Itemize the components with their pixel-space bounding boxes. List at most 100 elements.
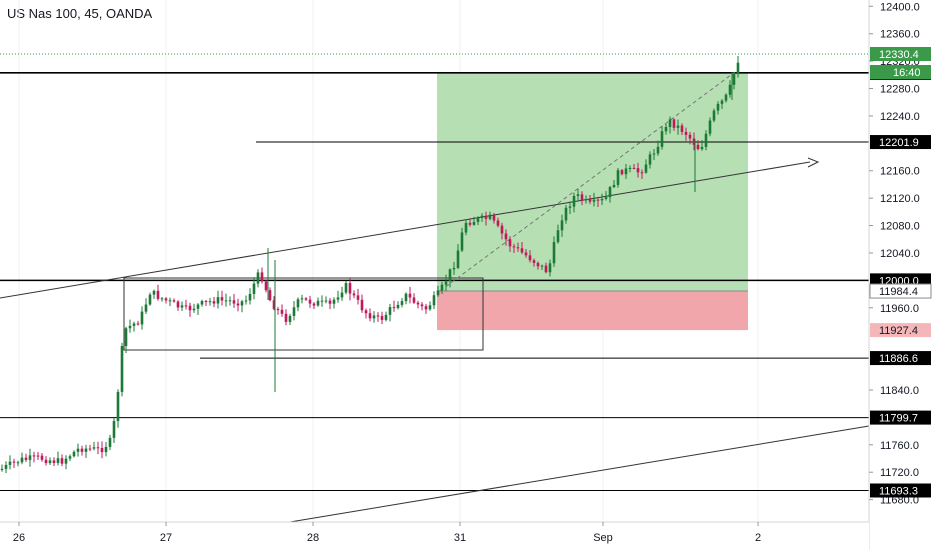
candle-body — [488, 214, 492, 219]
price-tick-label: 12360.0 — [880, 29, 920, 41]
candle-body — [492, 214, 496, 221]
candle-body — [180, 305, 184, 308]
candle-body — [504, 233, 508, 240]
candle-body — [88, 448, 92, 450]
price-label: 11927.4 — [879, 325, 918, 337]
candle-body — [728, 84, 732, 95]
candle-body — [236, 303, 240, 306]
range-box — [123, 277, 484, 351]
candle-body — [568, 206, 572, 208]
price-label: 12330.4 — [879, 49, 919, 61]
candle-body — [36, 455, 40, 457]
candle-body — [588, 199, 592, 202]
candle-body — [240, 301, 244, 306]
candle-body — [308, 299, 312, 304]
candle-body — [616, 170, 620, 185]
candle-body — [204, 300, 208, 302]
candle-body — [644, 164, 648, 173]
candle-body — [712, 110, 716, 121]
candle-body — [500, 225, 504, 234]
candle-body — [388, 307, 392, 315]
candle-body — [300, 298, 304, 300]
upper-trend-line — [0, 161, 811, 299]
candle-body — [400, 301, 404, 305]
candle-body — [684, 131, 688, 135]
candle-body — [124, 328, 128, 347]
candle-body — [520, 248, 524, 253]
price-tick-label: 11720.0 — [880, 467, 919, 479]
candle-body — [268, 290, 272, 301]
candle-body — [140, 311, 144, 325]
candle-body — [596, 199, 600, 201]
candle-body — [16, 462, 20, 464]
price-tick-label: 12280.0 — [880, 84, 920, 96]
price-label-box — [870, 47, 931, 61]
candle-body — [192, 308, 196, 311]
candle-body — [184, 305, 188, 307]
candle-body — [704, 133, 708, 147]
candle-body — [52, 460, 56, 463]
candle-body — [720, 100, 724, 104]
time-tick-label: Sep — [593, 532, 613, 544]
candle-body — [552, 242, 556, 264]
candle-body — [696, 144, 700, 150]
candle-body — [516, 247, 520, 249]
candle-body — [508, 239, 512, 247]
candle-body — [288, 315, 292, 322]
candle-body — [612, 184, 616, 188]
candle-body — [112, 421, 116, 438]
candle-body — [328, 300, 332, 304]
price-label-box — [870, 351, 931, 366]
candle-body — [152, 290, 156, 295]
candle-body — [116, 391, 120, 422]
candle-body — [656, 146, 660, 154]
candle-body — [212, 301, 216, 304]
candle-body — [444, 281, 448, 285]
candle-body — [484, 215, 488, 219]
candle-body — [248, 294, 252, 301]
candle-body — [464, 222, 468, 233]
candle-body — [416, 302, 420, 305]
candle-body — [512, 246, 516, 248]
candle-body — [220, 297, 224, 301]
candle-body — [688, 134, 692, 139]
time-tick-label: 28 — [307, 532, 319, 544]
candle-body — [120, 346, 124, 392]
candle-body — [544, 265, 548, 273]
candle-body — [156, 290, 160, 299]
candle-body — [92, 447, 96, 449]
candle-body — [60, 458, 64, 464]
trend-arrow-head — [807, 157, 820, 168]
time-tick-label: 26 — [13, 532, 25, 544]
price-label-box — [870, 323, 931, 338]
candle-body — [548, 263, 552, 273]
candle-body — [456, 250, 460, 268]
candle-body — [316, 300, 320, 306]
candle-body — [380, 315, 384, 320]
candle-body — [196, 304, 200, 309]
candle-body — [0, 468, 4, 470]
candle-body — [324, 300, 328, 302]
candle-body — [224, 300, 228, 302]
price-tick-label: 12160.0 — [880, 166, 920, 178]
candle-body — [736, 62, 740, 75]
candle-body — [576, 194, 580, 196]
candle-body — [80, 448, 84, 452]
candle-body — [304, 298, 308, 300]
candle-body — [216, 297, 220, 304]
candle-body — [40, 455, 44, 460]
candle-body — [664, 126, 668, 132]
candle-body — [432, 295, 436, 306]
candle-body — [360, 299, 364, 311]
candle-body — [96, 447, 100, 449]
candle-body — [564, 207, 568, 221]
candle-body — [280, 309, 284, 314]
candle-body — [4, 464, 8, 469]
candle-body — [536, 262, 540, 267]
candle-body — [172, 300, 176, 302]
candle-body — [340, 292, 344, 298]
candle-body — [48, 460, 52, 464]
price-tick-label: 11760.0 — [880, 440, 919, 452]
candle-body — [284, 313, 288, 322]
